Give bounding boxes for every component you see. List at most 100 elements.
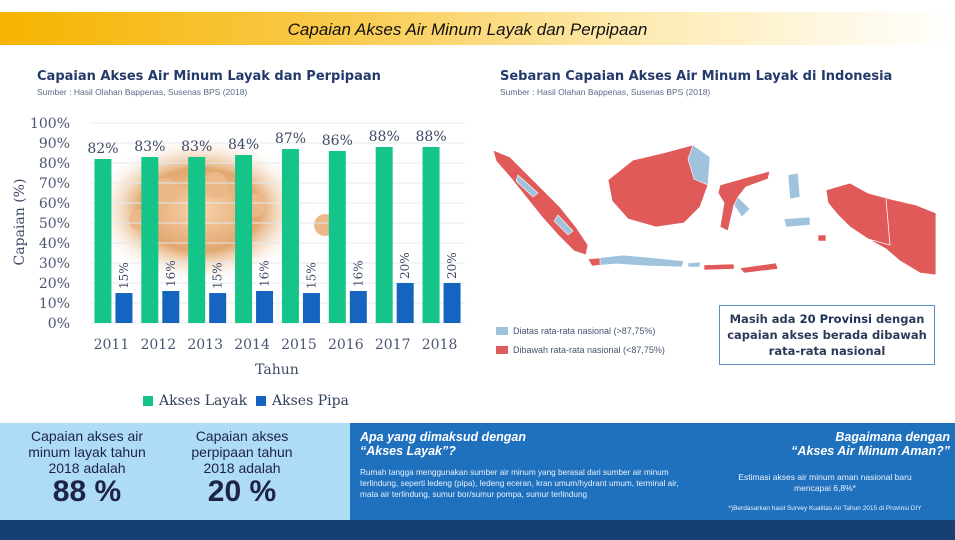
data-label-akses-layak: 83% <box>134 139 165 155</box>
bar-akses-layak <box>422 147 440 323</box>
page-title: Capaian Akses Air Minum Layak dan Perpip… <box>287 20 648 39</box>
data-label-akses-pipa: 16% <box>164 260 178 287</box>
bar-akses-layak <box>141 157 159 323</box>
stat-pipa-line1: Capaian akses <box>195 428 289 444</box>
question-aman-text-line1: Estimasi akses air minum aman nasional b… <box>738 472 912 482</box>
stat-pipa-value: 20 % <box>207 475 277 508</box>
y-tick-label: 90% <box>39 136 70 152</box>
data-label-akses-pipa: 15% <box>211 262 225 289</box>
data-label-akses-pipa: 15% <box>117 262 131 289</box>
bar-akses-pipa <box>396 283 414 323</box>
bar-akses-layak <box>328 151 346 323</box>
x-tick-label: 2016 <box>328 337 364 353</box>
chart-title: Capaian Akses Air Minum Layak dan Perpip… <box>37 69 381 84</box>
legend-label-pipa: Akses Pipa <box>272 393 349 409</box>
map-legend-label-above: Diatas rata-rata nasional (>87,75%) <box>513 326 656 336</box>
stat-layak-line1: Capaian akses air <box>30 428 144 444</box>
bar-akses-pipa <box>349 291 367 323</box>
question-layak-title-line2: “Akses Layak”? <box>360 444 456 458</box>
bar-akses-pipa <box>302 293 320 323</box>
bar-akses-pipa <box>443 283 461 323</box>
y-tick-label: 0% <box>48 316 70 332</box>
data-label-akses-layak: 88% <box>416 129 447 145</box>
data-label-akses-layak: 86% <box>322 133 353 149</box>
stat-layak-value: 88 % <box>52 475 122 508</box>
bar-akses-pipa <box>162 291 180 323</box>
data-label-akses-layak: 88% <box>369 129 400 145</box>
sulawesi-island <box>717 170 771 232</box>
stat-akses-pipa: Capaian akses perpipaan tahun 2018 adala… <box>172 428 312 507</box>
question-aman-text-line2: mencapai 6,8%* <box>794 483 856 493</box>
x-tick-label: 2017 <box>375 337 411 353</box>
y-tick-label: 40% <box>39 236 70 252</box>
y-tick-label: 30% <box>39 256 70 272</box>
header-bar <box>0 12 955 45</box>
data-label-akses-pipa: 16% <box>351 260 365 287</box>
question-aman-title-line1: Bagaimana dengan <box>835 430 950 444</box>
note-line2: capaian akses berada dibawah <box>727 328 927 342</box>
bar-akses-layak <box>94 159 112 323</box>
y-axis-title: Capaian (%) <box>12 179 28 266</box>
map-legend-below: Dibawah rata-rata nasional (<87,75%) <box>496 345 665 355</box>
data-label-akses-pipa: 15% <box>304 262 318 289</box>
data-label-akses-layak: 87% <box>275 131 306 147</box>
bar-akses-layak <box>281 149 299 323</box>
data-label-akses-layak: 83% <box>181 139 212 155</box>
stats-panel <box>0 423 350 520</box>
java-island <box>587 254 685 268</box>
map-source: Sumber : Hasil Olahan Bappenas, Susenas … <box>500 87 711 97</box>
chart-source: Sumber : Hasil Olahan Bappenas, Susenas … <box>37 87 248 97</box>
map-legend-label-below: Dibawah rata-rata nasional (<87,75%) <box>513 345 665 355</box>
y-tick-label: 80% <box>39 156 70 172</box>
data-label-akses-pipa: 16% <box>258 260 272 287</box>
stat-pipa-line3: 2018 adalah <box>203 460 281 476</box>
stat-layak-line3: 2018 adalah <box>48 460 126 476</box>
sumatra-island <box>492 149 589 256</box>
stat-layak-line2: minum layak tahun <box>28 444 146 460</box>
question-layak-text: Rumah tangga menggunakan sumber air minu… <box>360 468 679 499</box>
legend-swatch-pipa <box>256 396 266 406</box>
map-legend-above: Diatas rata-rata nasional (>87,75%) <box>496 326 655 336</box>
maluku-islands <box>783 172 827 242</box>
x-tick-label: 2014 <box>234 337 270 353</box>
question-aman-title: Bagaimana dengan “Akses Air Minum Aman?” <box>700 430 950 458</box>
map-legend-swatch-below <box>496 346 508 354</box>
question-layak-title-line1: Apa yang dimaksud dengan <box>360 430 527 444</box>
note-line3: rata-rata nasional <box>768 344 886 358</box>
bar-akses-layak <box>235 155 253 323</box>
x-tick-label: 2011 <box>94 337 130 353</box>
x-axis-title: Tahun <box>255 362 299 378</box>
question-aman-footnote: *)Berdasarkan hasil Survey Kualitas Air … <box>728 505 922 512</box>
stat-pipa-line2: perpipaan tahun <box>191 444 293 460</box>
map-title: Sebaran Capaian Akses Air Minum Layak di… <box>500 69 893 84</box>
x-tick-label: 2018 <box>422 337 458 353</box>
bar-akses-layak <box>188 157 206 323</box>
y-tick-label: 60% <box>39 196 70 212</box>
papua-island <box>825 182 937 276</box>
footer-bar <box>0 520 955 540</box>
bar-akses-pipa <box>209 293 227 323</box>
legend-label-layak: Akses Layak <box>159 393 248 409</box>
question-aman-text: Estimasi akses air minum aman nasional b… <box>700 472 950 494</box>
bar-akses-pipa <box>115 293 133 323</box>
data-label-akses-layak: 82% <box>87 141 118 157</box>
y-tick-label: 20% <box>39 276 70 292</box>
stat-akses-layak: Capaian akses air minum layak tahun 2018… <box>12 428 162 507</box>
indonesia-map <box>492 144 937 276</box>
map-legend-swatch-above <box>496 327 508 335</box>
question-layak-title: Apa yang dimaksud dengan “Akses Layak”? <box>360 430 526 458</box>
note-line1-pre: Masih ada <box>729 312 800 326</box>
data-label-akses-pipa: 20% <box>398 252 412 279</box>
map-note-box: Masih ada 20 Provinsi dengan capaian aks… <box>719 305 935 365</box>
bar-akses-layak <box>375 147 393 323</box>
legend-akses-layak: Akses Layak <box>143 393 247 409</box>
nusa-tenggara-islands <box>687 261 779 274</box>
note-line1-bold: 20 Provinsi <box>799 312 872 326</box>
note-line1-post: dengan <box>871 312 925 326</box>
y-tick-label: 70% <box>39 176 70 192</box>
data-label-akses-layak: 84% <box>228 137 259 153</box>
data-label-akses-pipa: 20% <box>445 252 459 279</box>
bar-akses-pipa <box>256 291 274 323</box>
question-aman-title-line2: “Akses Air Minum Aman?” <box>791 444 950 458</box>
bar-chart: 0% 10% 20% 30% 40% 50% 60% 70% 80% 90% 100% 82% 15%… <box>12 116 465 378</box>
